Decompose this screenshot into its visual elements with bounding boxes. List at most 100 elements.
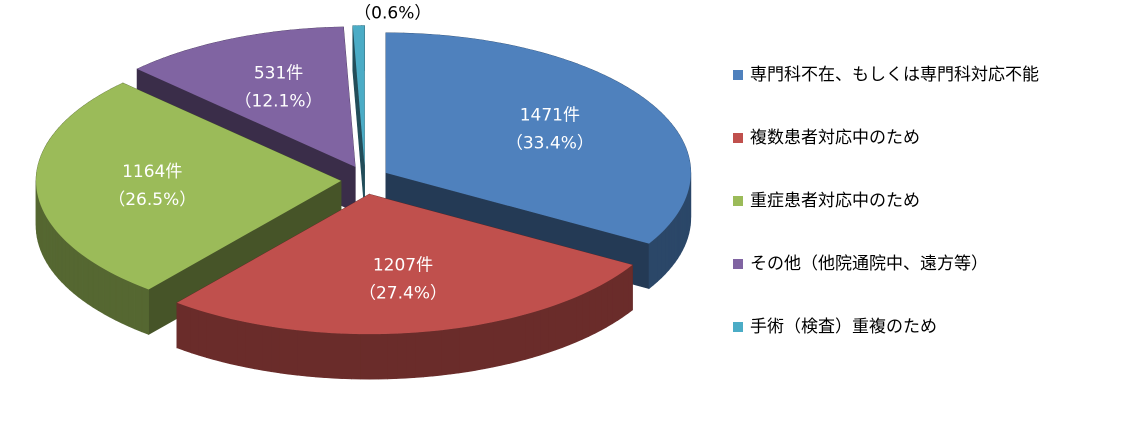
- legend-label: その他（他院通院中、遠方等）: [750, 254, 988, 274]
- slice-side: [46, 216, 50, 268]
- slice-side: [657, 231, 662, 283]
- slice-side: [65, 240, 70, 291]
- slice-side: [524, 311, 534, 360]
- slice-side: [351, 333, 361, 380]
- slice-side: [48, 220, 53, 272]
- slice-side: [92, 261, 99, 312]
- slice-side: [121, 277, 129, 327]
- slice-side: [183, 304, 192, 354]
- slice-top: [176, 194, 633, 335]
- percent-label: （33.4%）: [506, 134, 594, 154]
- slice-side: [115, 274, 123, 324]
- slice-side: [671, 216, 676, 268]
- percent-label: （12.1%）: [235, 92, 323, 112]
- slice: [176, 193, 633, 380]
- slice-side: [254, 323, 264, 371]
- slice-side: [594, 284, 602, 334]
- slice-side: [661, 228, 666, 279]
- slice-top: [137, 26, 356, 167]
- slice-side: [198, 309, 207, 358]
- slice-side: [441, 328, 451, 376]
- slice-side: [342, 333, 352, 380]
- slice-side: [98, 265, 105, 315]
- slice-side: [190, 307, 200, 356]
- slice-side: [271, 326, 281, 374]
- slice-side: [653, 235, 658, 286]
- slice-side: [360, 333, 370, 380]
- slice-side: [82, 254, 89, 305]
- slice-side: [475, 323, 485, 371]
- slice-side: [500, 318, 510, 366]
- slice-top: [352, 25, 365, 166]
- data-label: 531件: [254, 64, 303, 84]
- slice-side: [508, 316, 518, 364]
- slice-side: [665, 224, 670, 275]
- legend-label: 重症患者対応中のため: [750, 191, 920, 211]
- slice-side: [221, 316, 231, 365]
- slice-side: [237, 320, 247, 368]
- slice-side: [109, 271, 117, 321]
- slice-side: [648, 239, 654, 290]
- slice-side: [378, 333, 388, 380]
- slice-side: [315, 331, 325, 378]
- legend-label: 手術（検査）重複のため: [750, 317, 937, 337]
- slice-side: [206, 312, 215, 361]
- slice-side: [617, 271, 624, 321]
- slice-side: [492, 320, 502, 368]
- percent-label: （27.4%）: [359, 284, 447, 304]
- slice-side: [582, 290, 590, 340]
- slice-side: [539, 307, 549, 356]
- slice-side: [134, 283, 143, 333]
- slice-side: [279, 327, 290, 375]
- slice-side: [414, 331, 424, 378]
- slice-side: [677, 208, 681, 260]
- legend-swatch: [733, 196, 743, 206]
- slice-side: [103, 268, 111, 318]
- slice-side: [532, 309, 541, 358]
- slice-side: [61, 236, 66, 287]
- slice-side: [141, 286, 149, 335]
- data-label: 1164件: [122, 162, 182, 182]
- slice-side: [229, 318, 239, 366]
- slice: [352, 25, 365, 211]
- slice-side: [484, 321, 494, 370]
- slice-side: [622, 267, 629, 318]
- slice-side: [606, 278, 613, 328]
- slice-side: [77, 251, 84, 301]
- slice-top: [36, 82, 342, 290]
- slice-side: [57, 232, 63, 283]
- slice-side: [432, 329, 442, 377]
- legend-label: 複数患者対応中のため: [750, 128, 920, 148]
- slice-side: [396, 332, 407, 379]
- slice-side: [333, 332, 343, 379]
- slice-side: [128, 280, 136, 330]
- slice-side: [44, 212, 47, 264]
- slice-side: [73, 247, 79, 298]
- slice: [385, 32, 692, 290]
- percent-label: （0.6%）: [354, 4, 431, 24]
- slice-side: [176, 302, 185, 351]
- slice-side: [627, 264, 633, 315]
- slice-side: [674, 212, 679, 264]
- slice-side: [306, 330, 316, 378]
- slice-side: [467, 324, 477, 373]
- legend-swatch: [733, 259, 743, 269]
- slice-side: [588, 287, 596, 337]
- slice-side: [69, 243, 75, 294]
- slice-side: [369, 333, 379, 380]
- slice-side: [561, 299, 570, 349]
- slice-side: [458, 326, 468, 374]
- slice-side: [668, 220, 673, 271]
- slice-side: [612, 274, 618, 325]
- legend-label: 専門科不在、もしくは専門科対応不能: [750, 65, 1039, 85]
- slice-side: [679, 204, 683, 256]
- slice-side: [87, 258, 94, 308]
- slice-side: [54, 228, 59, 280]
- slice-top: [385, 32, 691, 244]
- slice-side: [600, 281, 608, 331]
- slice-side: [245, 321, 255, 370]
- slice-side: [324, 332, 334, 379]
- slice-side: [405, 332, 416, 379]
